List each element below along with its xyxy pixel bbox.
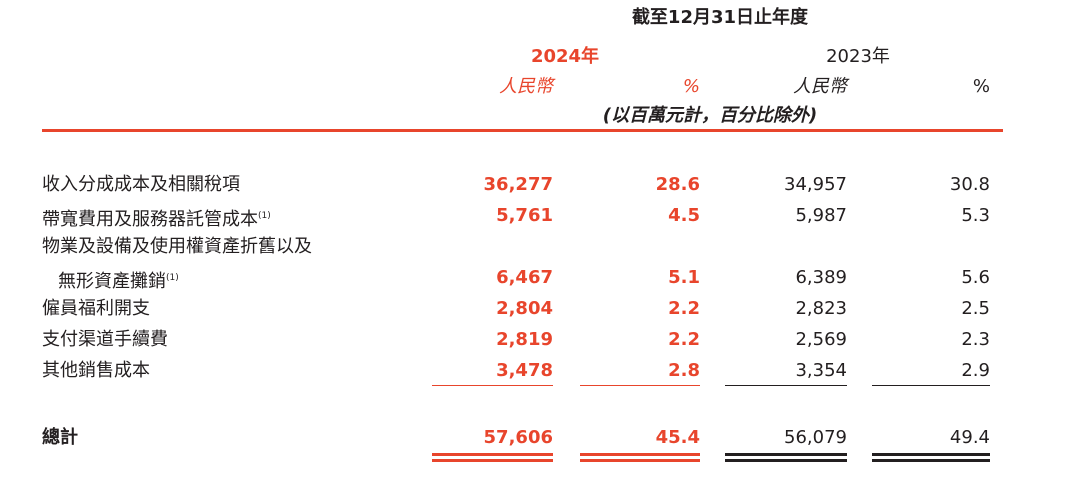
percent-2024: % [682, 76, 700, 97]
row-label: 物業及設備及使用權資產折舊以及 [42, 236, 312, 257]
footnote-ref: (1) [258, 211, 271, 221]
cell: 34,957 [784, 174, 847, 195]
year-2024: 2024年 [530, 46, 600, 67]
row-label: 無形資產攤銷(1) [58, 271, 179, 292]
subtotal-rule [580, 385, 700, 386]
row-label: 總計 [42, 427, 78, 448]
cell: 4.5 [668, 205, 700, 226]
cell: 2.3 [961, 329, 990, 350]
cell: 36,277 [483, 174, 553, 195]
cell: 2,819 [496, 329, 553, 350]
cell: 3,478 [496, 360, 553, 381]
cell: 3,354 [795, 360, 847, 381]
total-rule [725, 459, 847, 462]
cell: 5.1 [668, 267, 700, 288]
cell: 5,761 [496, 205, 553, 226]
total-rule [432, 453, 553, 456]
cell: 30.8 [949, 174, 990, 195]
total-rule [432, 459, 553, 462]
currency-2023: 人民幣 [793, 76, 847, 97]
total-rule [872, 453, 990, 456]
cell: 5,987 [795, 205, 847, 226]
row-label: 支付渠道手續費 [42, 329, 168, 350]
row-label: 收入分成成本及相關稅項 [42, 174, 240, 195]
cell: 6,467 [496, 267, 553, 288]
cell: 56,079 [784, 427, 847, 448]
percent-2023: % [972, 76, 990, 97]
subtotal-rule [432, 385, 553, 386]
cell: 5.3 [961, 205, 990, 226]
total-rule [580, 459, 700, 462]
period-header: 截至12月31日止年度 [631, 7, 809, 28]
cell: 5.6 [961, 267, 990, 288]
currency-2024: 人民幣 [499, 76, 553, 97]
cell: 28.6 [655, 174, 700, 195]
row-label: 其他銷售成本 [42, 360, 150, 381]
cell: 2.5 [961, 298, 990, 319]
total-rule [725, 453, 847, 456]
cell: 2.9 [961, 360, 990, 381]
unit-note: (以百萬元計，百分比除外) [602, 105, 818, 126]
cell: 2,804 [496, 298, 553, 319]
row-label: 帶寬費用及服務器託管成本(1) [42, 209, 271, 230]
cell: 57,606 [483, 427, 553, 448]
header-rule [42, 129, 1003, 132]
total-rule [580, 453, 700, 456]
footnote-ref: (1) [166, 273, 179, 283]
cell: 2,569 [795, 329, 847, 350]
row-label: 僱員福利開支 [42, 298, 150, 319]
cell: 2.2 [668, 329, 700, 350]
subtotal-rule [725, 385, 847, 386]
cell: 2.8 [668, 360, 700, 381]
cell: 45.4 [655, 427, 700, 448]
total-rule [872, 459, 990, 462]
cell: 49.4 [949, 427, 990, 448]
cell: 6,389 [795, 267, 847, 288]
cell: 2.2 [668, 298, 700, 319]
subtotal-rule [872, 385, 990, 386]
year-2023: 2023年 [826, 46, 890, 67]
cell: 2,823 [795, 298, 847, 319]
